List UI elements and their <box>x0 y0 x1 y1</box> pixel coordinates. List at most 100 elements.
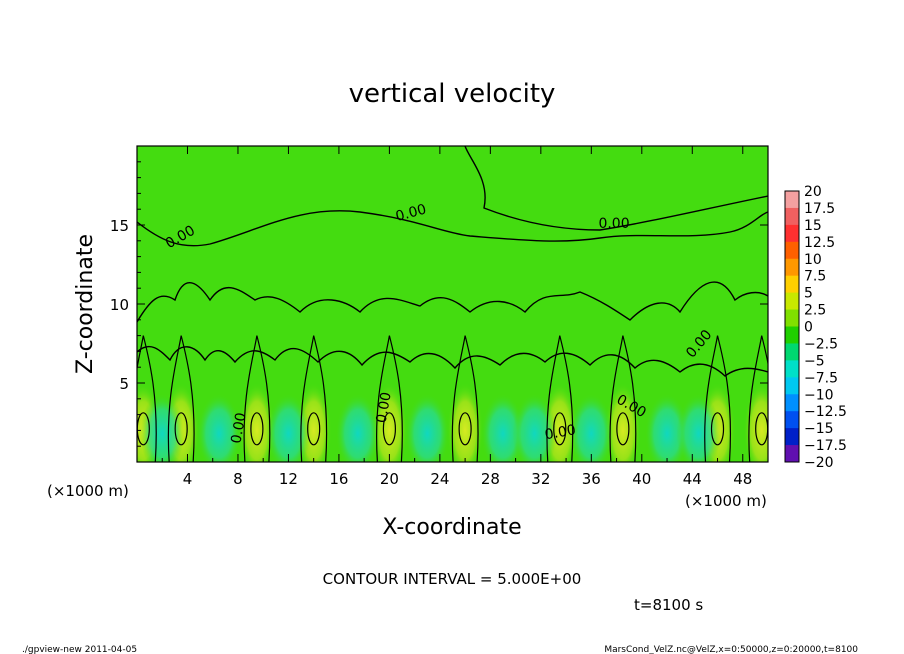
colorbar-label: 10 <box>804 252 822 268</box>
updraft-shade-7 <box>604 382 641 462</box>
colorbar-swatch <box>785 326 799 344</box>
downdraft-shade-9 <box>676 393 721 462</box>
colorbar-label: 15 <box>804 218 822 234</box>
contour-label: 0.00 <box>544 422 577 443</box>
contour-loop-5 <box>458 412 472 446</box>
updraft-shade-5 <box>447 382 484 462</box>
downdraft-shade-3 <box>335 393 380 462</box>
contour-plume-9 <box>748 335 768 462</box>
colorbar-label: 0 <box>804 320 813 336</box>
y-axis-label: Z-coordinate <box>73 234 98 374</box>
colorbar-swatch <box>785 360 799 378</box>
time-text: t=8100 s <box>634 596 703 614</box>
y-tick-label: 5 <box>119 375 129 393</box>
contour-line-mid <box>137 281 768 323</box>
contour-label: 0.00 <box>598 216 629 232</box>
x-unit-left: (×1000 m) <box>47 482 129 500</box>
colorbar-swatch <box>785 377 799 395</box>
contour-plume-7 <box>609 335 637 462</box>
downdraft-shade-7 <box>569 393 614 462</box>
colorbar-label: 5 <box>804 286 813 302</box>
downdraft-shade-4 <box>405 393 450 462</box>
field-shading <box>137 382 768 462</box>
colorbar-swatch <box>785 275 799 294</box>
x-axis-label: X-coordinate <box>382 515 521 540</box>
x-tick-label: 8 <box>233 470 243 488</box>
colorbar-label: −2.5 <box>804 336 838 352</box>
colorbar: 2017.51512.5107.552.50−2.5−5−7.5−10−12.5… <box>784 184 847 471</box>
contour-loop-3 <box>307 412 321 446</box>
colorbar-swatch <box>785 224 799 243</box>
updraft-shade-2 <box>238 382 275 462</box>
colorbar-label: 20 <box>804 184 822 200</box>
downdraft-shade-1 <box>197 393 242 462</box>
colorbar-label: −5 <box>804 353 825 369</box>
colorbar-swatch <box>785 394 799 412</box>
contour-plume-1 <box>167 335 195 462</box>
x-tick-label: 4 <box>183 470 193 488</box>
contour-plume-8 <box>704 335 732 462</box>
contour-plume-0 <box>137 335 157 462</box>
x-axis: 4 8 12 16 20 24 28 32 36 40 44 48 <box>161 146 752 488</box>
x-tick-label: 24 <box>430 470 449 488</box>
contour-lines <box>137 146 768 377</box>
colorbar-swatch <box>785 445 799 462</box>
colorbar-label: −20 <box>804 455 834 471</box>
y-tick-label: 10 <box>110 296 129 314</box>
colorbar-swatch <box>785 411 799 429</box>
colorbar-label: −10 <box>804 387 834 403</box>
contour-line-low <box>137 345 768 377</box>
colorbar-swatch <box>785 309 799 327</box>
colorbar-swatch <box>785 428 799 446</box>
contour-label: 0.00 <box>374 391 395 424</box>
contour-label: 0.00 <box>394 201 428 225</box>
contour-label: 0.00 <box>228 411 249 444</box>
contour-plume-6 <box>546 335 574 462</box>
colorbar-swatch <box>785 241 799 260</box>
contour-line-bubble <box>464 146 768 231</box>
colorbar-swatch <box>785 191 799 209</box>
contour-plume-4 <box>376 335 403 462</box>
colorbar-label: −12.5 <box>804 404 847 420</box>
colorbar-label: −17.5 <box>804 438 847 454</box>
y-axis: 5 10 15 <box>110 161 768 447</box>
contour-plume-2 <box>243 335 271 462</box>
contour-interval-text: CONTOUR INTERVAL = 5.000E+00 <box>323 570 582 588</box>
colorbar-label: 17.5 <box>804 201 835 217</box>
downdraft-shade-2 <box>266 393 311 462</box>
downdraft-shade-0 <box>140 393 185 462</box>
x-tick-label: 32 <box>531 470 550 488</box>
contour-plume-3 <box>300 335 328 462</box>
contour-loop-7 <box>616 412 630 446</box>
downdraft-shade-6 <box>512 393 557 462</box>
x-tick-label: 44 <box>683 470 702 488</box>
x-tick-label: 48 <box>733 470 752 488</box>
contour-loop-1 <box>174 412 188 446</box>
colorbar-label: 7.5 <box>804 269 826 285</box>
colorbar-swatch <box>785 343 799 361</box>
y-tick-label: 15 <box>110 217 129 235</box>
footer-right: MarsCond_VelZ.nc@VelZ,x=0:50000,z=0:2000… <box>604 645 858 654</box>
contour-plume-5 <box>451 335 479 462</box>
plot-area: 0.000.00 0.000.000.000.000.000.00 <box>136 145 769 463</box>
contour-loop-4 <box>382 412 396 446</box>
x-tick-label: 20 <box>380 470 399 488</box>
colorbar-label: −15 <box>804 421 834 437</box>
colorbar-frame <box>784 190 800 463</box>
contour-loop-2 <box>250 412 264 446</box>
x-tick-label: 12 <box>279 470 298 488</box>
colorbar-swatch <box>785 207 799 226</box>
contour-line-upper <box>137 210 768 247</box>
colorbar-swatch <box>785 258 799 277</box>
chart-title: vertical velocity <box>349 79 556 109</box>
colorbar-label: 12.5 <box>804 235 835 251</box>
colorbar-label: 2.5 <box>804 303 826 319</box>
contour-loops <box>137 335 768 462</box>
footer-left: ./gpview-new 2011-04-05 <box>22 645 137 654</box>
colorbar-label: −7.5 <box>804 370 838 386</box>
updraft-shade-4 <box>371 382 408 462</box>
contour-loop-8 <box>710 412 725 446</box>
x-tick-label: 16 <box>329 470 348 488</box>
x-unit-right: (×1000 m) <box>685 492 767 510</box>
